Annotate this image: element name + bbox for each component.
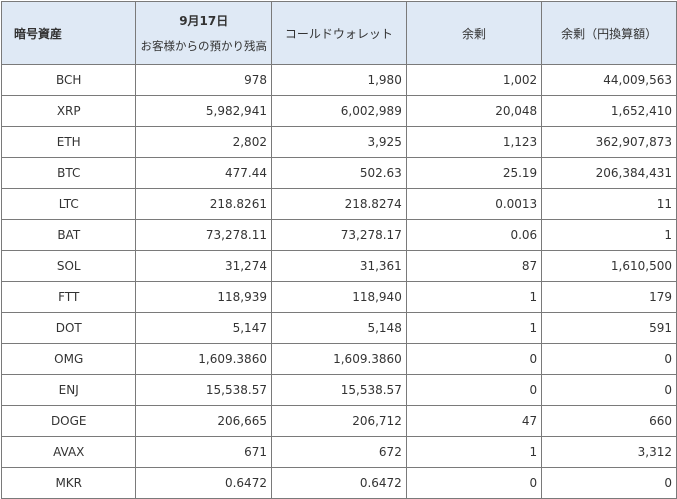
table-row: XRP 5,982,941 6,002,989 20,048 1,652,410 — [0, 95, 677, 127]
cell-balance: 31,274 — [135, 250, 272, 282]
cell-symbol: DOGE — [0, 405, 137, 437]
cell-symbol: LTC — [0, 188, 137, 220]
table-header-row: 暗号資産 9月17日 お客様からの預かり残高 コールドウォレット 余剰 余剰（円… — [0, 1, 677, 65]
cell-balance: 206,665 — [135, 405, 272, 437]
table-row: BAT 73,278.11 73,278.17 0.06 1 — [0, 219, 677, 251]
header-asset: 暗号資産 — [0, 1, 137, 65]
table-row: FTT 118,939 118,940 1 179 — [0, 281, 677, 313]
cell-symbol: BAT — [0, 219, 137, 251]
table-row: ENJ 15,538.57 15,538.57 0 0 — [0, 374, 677, 406]
cell-surplus: 0.0013 — [405, 188, 543, 220]
cell-cold-wallet: 118,940 — [270, 281, 407, 313]
cell-surplus: 1,002 — [405, 64, 543, 96]
cell-surplus: 87 — [405, 250, 543, 282]
cell-balance: 2,802 — [135, 126, 272, 158]
cell-symbol: ENJ — [0, 374, 137, 406]
cell-cold-wallet: 1,980 — [270, 64, 407, 96]
cell-cold-wallet: 3,925 — [270, 126, 407, 158]
header-balance-label: お客様からの預かり残高 — [140, 39, 267, 53]
cell-symbol: DOT — [0, 312, 137, 344]
cell-surplus: 1,123 — [405, 126, 543, 158]
cell-surplus: 1 — [405, 312, 543, 344]
table-row: ETH 2,802 3,925 1,123 362,907,873 — [0, 126, 677, 158]
header-cold-wallet: コールドウォレット — [270, 1, 407, 65]
cell-balance: 978 — [135, 64, 272, 96]
cell-cold-wallet: 31,361 — [270, 250, 407, 282]
table-row: DOGE 206,665 206,712 47 660 — [0, 405, 677, 437]
table-row: MKR 0.6472 0.6472 0 0 — [0, 467, 677, 499]
cell-balance: 15,538.57 — [135, 374, 272, 406]
cell-surplus: 0 — [405, 343, 543, 375]
table-row: BTC 477.44 502.63 25.19 206,384,431 — [0, 157, 677, 189]
cell-surplus-jpy: 0 — [541, 467, 677, 499]
cell-surplus-jpy: 11 — [541, 188, 677, 220]
cell-symbol: AVAX — [0, 436, 137, 468]
cell-symbol: OMG — [0, 343, 137, 375]
cell-cold-wallet: 206,712 — [270, 405, 407, 437]
cell-surplus: 1 — [405, 281, 543, 313]
cell-cold-wallet: 672 — [270, 436, 407, 468]
cell-surplus-jpy: 591 — [541, 312, 677, 344]
cell-surplus: 47 — [405, 405, 543, 437]
cell-surplus: 0 — [405, 374, 543, 406]
cell-surplus-jpy: 1 — [541, 219, 677, 251]
table-row: SOL 31,274 31,361 87 1,610,500 — [0, 250, 677, 282]
cell-surplus-jpy: 179 — [541, 281, 677, 313]
cell-cold-wallet: 6,002,989 — [270, 95, 407, 127]
cell-balance: 73,278.11 — [135, 219, 272, 251]
cell-surplus: 1 — [405, 436, 543, 468]
cell-cold-wallet: 218.8274 — [270, 188, 407, 220]
table-row: BCH 978 1,980 1,002 44,009,563 — [0, 64, 677, 96]
cell-surplus-jpy: 1,610,500 — [541, 250, 677, 282]
cell-symbol: BCH — [0, 64, 137, 96]
cell-cold-wallet: 502.63 — [270, 157, 407, 189]
cell-balance: 5,147 — [135, 312, 272, 344]
cell-surplus-jpy: 206,384,431 — [541, 157, 677, 189]
cell-symbol: FTT — [0, 281, 137, 313]
cell-surplus: 0.06 — [405, 219, 543, 251]
header-balance-date: 9月17日 — [179, 14, 229, 28]
table-body: BCH 978 1,980 1,002 44,009,563 XRP 5,982… — [0, 64, 677, 499]
table-row: DOT 5,147 5,148 1 591 — [0, 312, 677, 344]
cell-symbol: SOL — [0, 250, 137, 282]
cell-cold-wallet: 5,148 — [270, 312, 407, 344]
cell-symbol: BTC — [0, 157, 137, 189]
cell-surplus-jpy: 362,907,873 — [541, 126, 677, 158]
cell-symbol: XRP — [0, 95, 137, 127]
cell-balance: 671 — [135, 436, 272, 468]
cell-balance: 118,939 — [135, 281, 272, 313]
table-row: OMG 1,609.3860 1,609.3860 0 0 — [0, 343, 677, 375]
cell-surplus: 20,048 — [405, 95, 543, 127]
cell-surplus: 25.19 — [405, 157, 543, 189]
cell-cold-wallet: 0.6472 — [270, 467, 407, 499]
cell-surplus-jpy: 0 — [541, 374, 677, 406]
header-surplus: 余剰 — [405, 1, 543, 65]
header-surplus-jpy: 余剰（円換算額） — [541, 1, 677, 65]
cell-surplus-jpy: 0 — [541, 343, 677, 375]
cell-surplus: 0 — [405, 467, 543, 499]
cell-balance: 5,982,941 — [135, 95, 272, 127]
cell-cold-wallet: 73,278.17 — [270, 219, 407, 251]
cell-symbol: MKR — [0, 467, 137, 499]
cell-cold-wallet: 1,609.3860 — [270, 343, 407, 375]
cell-balance: 477.44 — [135, 157, 272, 189]
table-row: AVAX 671 672 1 3,312 — [0, 436, 677, 468]
table-row: LTC 218.8261 218.8274 0.0013 11 — [0, 188, 677, 220]
cell-balance: 1,609.3860 — [135, 343, 272, 375]
cell-symbol: ETH — [0, 126, 137, 158]
cell-balance: 218.8261 — [135, 188, 272, 220]
cell-balance: 0.6472 — [135, 467, 272, 499]
header-balance: 9月17日 お客様からの預かり残高 — [135, 1, 272, 65]
cell-cold-wallet: 15,538.57 — [270, 374, 407, 406]
cell-surplus-jpy: 44,009,563 — [541, 64, 677, 96]
cell-surplus-jpy: 3,312 — [541, 436, 677, 468]
cell-surplus-jpy: 1,652,410 — [541, 95, 677, 127]
cell-surplus-jpy: 660 — [541, 405, 677, 437]
